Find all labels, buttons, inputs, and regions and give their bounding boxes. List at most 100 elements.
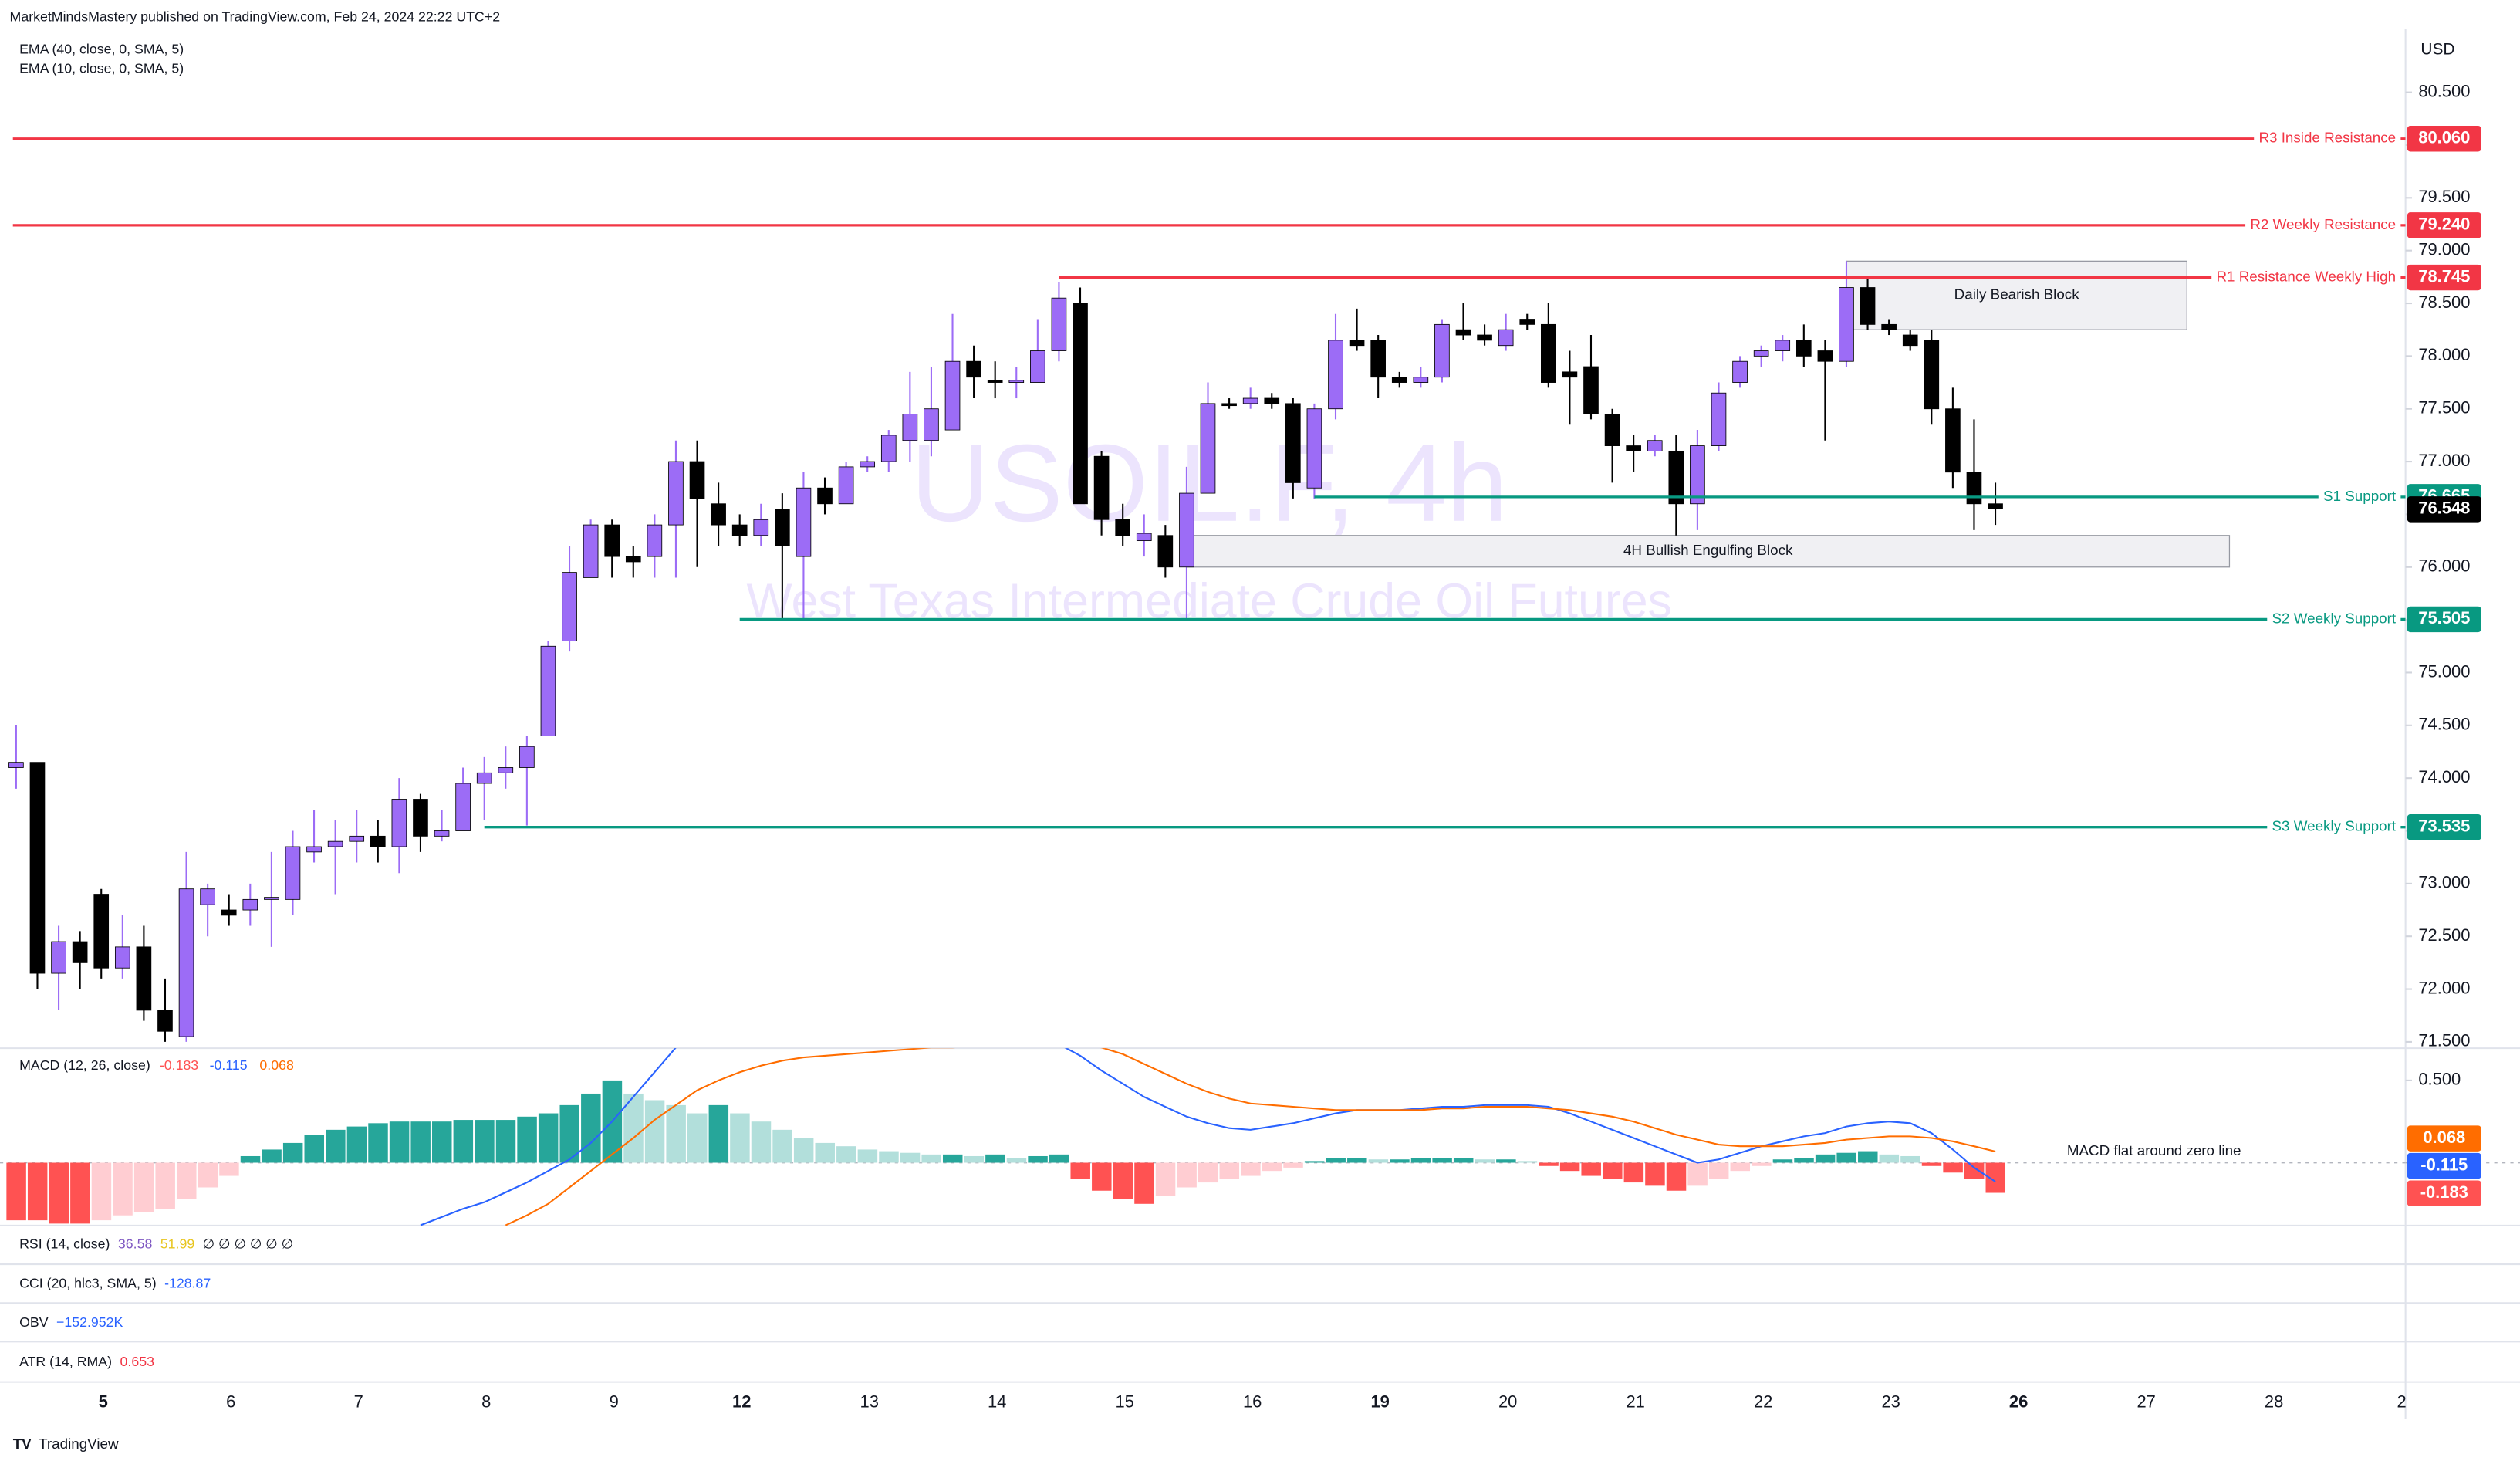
histogram-bar: [453, 1120, 474, 1163]
level-tag: [2407, 212, 2481, 238]
candle-body: [1477, 334, 1492, 341]
y-tick-label: 73.000: [2418, 873, 2470, 892]
candle-body: [221, 909, 237, 916]
candle-body: [1455, 329, 1471, 336]
candle-body: [1668, 450, 1684, 505]
histogram-bar: [70, 1162, 90, 1224]
candle-body: [796, 487, 812, 557]
candle-body: [1391, 377, 1407, 383]
last-price-tag: [2407, 496, 2481, 523]
x-tick-label: 12: [732, 1392, 751, 1412]
histogram-bar: [1028, 1155, 1048, 1163]
candle-body: [647, 524, 663, 557]
histogram-bar: [1858, 1151, 1878, 1163]
y-tick-label: 79.000: [2418, 239, 2470, 259]
candle-body: [1073, 303, 1088, 505]
candle-body: [1349, 340, 1365, 347]
histogram-bar: [1752, 1162, 1772, 1166]
macd-legend-value: 0.068: [259, 1057, 294, 1073]
level-label: S1 Support: [2323, 488, 2397, 504]
histogram-bar: [1134, 1162, 1154, 1204]
candle-body: [625, 556, 641, 563]
last-price-label: 76.548: [2418, 499, 2470, 518]
candle-body: [1413, 377, 1429, 383]
histogram-bar: [1475, 1159, 1495, 1163]
candle-body: [1583, 366, 1599, 414]
histogram-bar: [1666, 1162, 1687, 1191]
candle-body: [583, 524, 599, 578]
candle-body: [1370, 340, 1386, 378]
histogram-bar: [27, 1162, 48, 1221]
candle-body: [1753, 350, 1769, 357]
level-tag: [2407, 814, 2481, 840]
level-label: R3 Inside Resistance: [2258, 130, 2396, 146]
x-tick-label: 2: [2397, 1392, 2407, 1412]
candle-body: [413, 799, 428, 837]
histogram-bar: [1879, 1154, 1900, 1163]
macd-tag: [2407, 1180, 2481, 1206]
candle-body: [1945, 408, 1961, 473]
main-pane: Daily Bearish Block 4H Bullish Engulfing …: [8, 137, 2406, 1042]
candle-body: [476, 772, 492, 784]
candle-body: [8, 762, 24, 768]
candle-body: [178, 888, 194, 1037]
histogram-bar: [1496, 1159, 1516, 1163]
histogram-bar: [1921, 1162, 1942, 1166]
study-legend: EMA (10, close, 0, SMA, 5): [19, 61, 184, 76]
candle-body: [1030, 350, 1045, 383]
histogram-bar: [964, 1155, 985, 1163]
candle-body: [1434, 323, 1450, 378]
level-label-bg: [2318, 487, 2401, 507]
histogram-bar: [240, 1155, 261, 1163]
histogram-bar: [177, 1162, 197, 1199]
histogram-bar: [1155, 1162, 1176, 1196]
candle-body: [1519, 319, 1535, 325]
candle-body: [1115, 519, 1130, 536]
footer-brand: TradingView: [39, 1436, 119, 1452]
macd-legend-value: -0.115: [210, 1057, 248, 1073]
candle-body: [370, 835, 386, 847]
indicator-legend: RSI (14, close): [19, 1236, 110, 1252]
macd-tag-label: -0.183: [2420, 1182, 2468, 1202]
histogram-bar: [410, 1121, 431, 1163]
histogram-bar: [1772, 1159, 1793, 1163]
level-tag: [2407, 264, 2481, 291]
histogram-bar: [517, 1116, 537, 1163]
level-label: R2 Weekly Resistance: [2250, 216, 2396, 232]
indicator-extra: ∅ ∅ ∅ ∅ ∅ ∅: [203, 1236, 293, 1252]
histogram-bar: [921, 1154, 941, 1163]
candle-body: [1924, 340, 1940, 410]
histogram-bar: [1943, 1162, 1963, 1173]
candle-body: [1562, 371, 1578, 378]
histogram-bar: [49, 1162, 69, 1224]
histogram-bar: [815, 1142, 835, 1163]
candle-body: [264, 897, 279, 900]
level-tag-label: 73.535: [2418, 817, 2470, 836]
candle-body: [72, 941, 88, 963]
candle-body: [731, 524, 748, 536]
histogram-bar: [389, 1121, 410, 1163]
candle-body: [817, 487, 833, 505]
candle-body: [1179, 492, 1194, 568]
candle-body: [689, 461, 705, 499]
histogram-bar: [538, 1113, 559, 1163]
histogram-bar: [133, 1162, 154, 1212]
histogram-bar: [495, 1120, 516, 1163]
x-tick-label: 21: [1626, 1392, 1644, 1412]
candle-body: [1328, 340, 1343, 410]
candle-body: [1051, 297, 1067, 351]
candle-body: [1966, 472, 1982, 505]
histogram-bar: [1347, 1158, 1367, 1163]
candle-body: [944, 360, 961, 431]
y-tick-label: 74.000: [2418, 767, 2470, 786]
histogram-bar: [1964, 1162, 1985, 1179]
histogram-bar: [1390, 1159, 1410, 1163]
candle-body: [1264, 397, 1280, 404]
y-tick-label: 78.000: [2418, 345, 2470, 364]
histogram-bar: [346, 1126, 367, 1163]
level-tag-label: 79.240: [2418, 215, 2470, 234]
histogram-bar: [1623, 1162, 1644, 1183]
x-tick-label: 23: [1881, 1392, 1900, 1412]
histogram-bar: [326, 1129, 346, 1163]
histogram-bar: [1368, 1159, 1389, 1163]
